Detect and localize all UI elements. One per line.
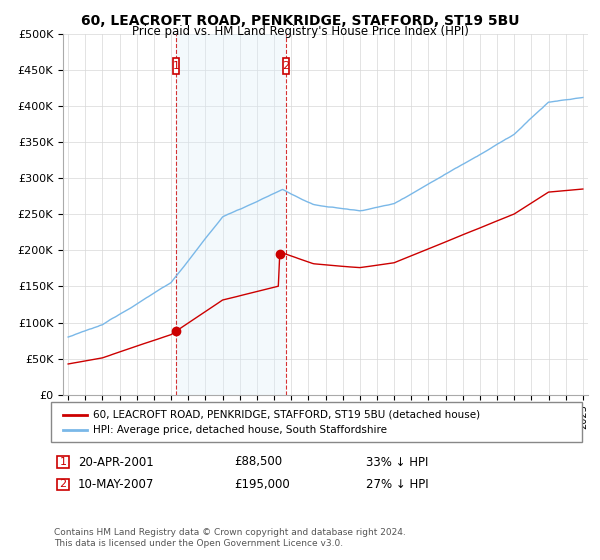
Bar <box>283 58 289 74</box>
Bar <box>173 58 179 74</box>
Text: 1: 1 <box>59 457 67 467</box>
Text: 33% ↓ HPI: 33% ↓ HPI <box>366 455 428 469</box>
Text: HPI: Average price, detached house, South Staffordshire: HPI: Average price, detached house, Sout… <box>93 425 387 435</box>
Bar <box>176 34 286 395</box>
Text: 27% ↓ HPI: 27% ↓ HPI <box>366 478 428 491</box>
Text: £88,500: £88,500 <box>234 455 282 469</box>
Text: 60, LEACROFT ROAD, PENKRIDGE, STAFFORD, ST19 5BU: 60, LEACROFT ROAD, PENKRIDGE, STAFFORD, … <box>81 14 519 28</box>
Text: 1: 1 <box>173 61 180 71</box>
Text: 20-APR-2001: 20-APR-2001 <box>78 455 154 469</box>
Text: 60, LEACROFT ROAD, PENKRIDGE, STAFFORD, ST19 5BU (detached house): 60, LEACROFT ROAD, PENKRIDGE, STAFFORD, … <box>93 409 480 419</box>
Text: 2: 2 <box>59 479 67 489</box>
Text: 10-MAY-2007: 10-MAY-2007 <box>78 478 154 491</box>
Text: £195,000: £195,000 <box>234 478 290 491</box>
Text: Price paid vs. HM Land Registry's House Price Index (HPI): Price paid vs. HM Land Registry's House … <box>131 25 469 38</box>
Text: Contains HM Land Registry data © Crown copyright and database right 2024.
This d: Contains HM Land Registry data © Crown c… <box>54 528 406 548</box>
Text: 2: 2 <box>283 61 290 71</box>
